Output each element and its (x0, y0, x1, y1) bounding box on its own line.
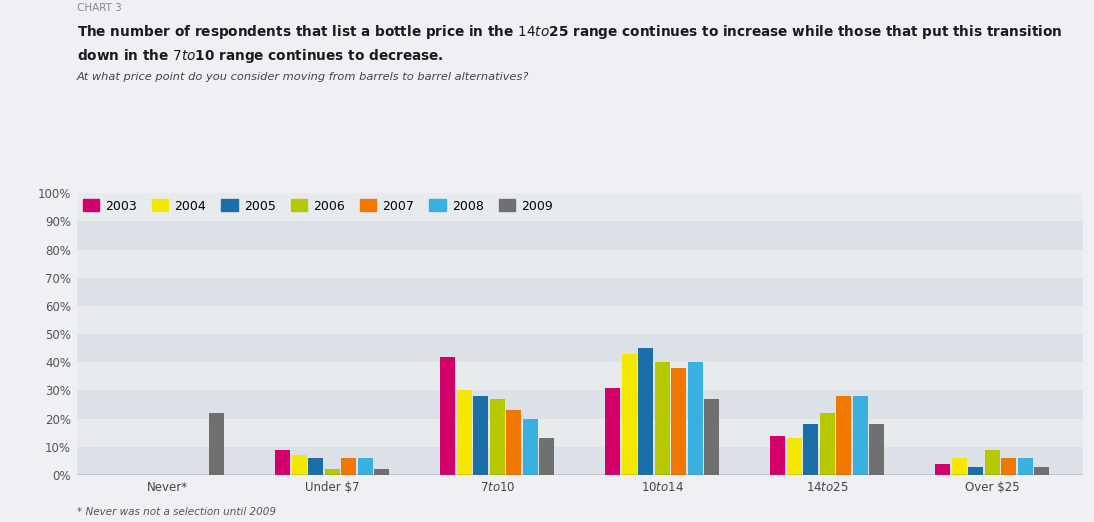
Bar (341, 458, 357, 475)
Bar (952, 458, 967, 475)
Bar (837, 396, 851, 475)
Bar (77, 362, 1083, 390)
Bar (77, 390, 1083, 419)
Bar (621, 354, 637, 475)
Bar (655, 362, 670, 475)
Bar (985, 449, 1000, 475)
Bar (672, 368, 686, 475)
Bar (853, 396, 868, 475)
Bar (325, 469, 340, 475)
Bar (1035, 467, 1049, 475)
Bar (1017, 458, 1033, 475)
Bar (276, 449, 290, 475)
Bar (968, 467, 984, 475)
Bar (77, 278, 1083, 306)
Bar (474, 396, 488, 475)
Bar (1001, 458, 1016, 475)
Bar (77, 306, 1083, 334)
Bar (770, 435, 785, 475)
Bar (523, 419, 538, 475)
Bar (705, 399, 719, 475)
Bar (688, 362, 702, 475)
Legend: 2003, 2004, 2005, 2006, 2007, 2008, 2009: 2003, 2004, 2005, 2006, 2007, 2008, 2009 (83, 199, 552, 212)
Bar (358, 458, 373, 475)
Bar (77, 419, 1083, 447)
Bar (77, 221, 1083, 250)
Bar (490, 399, 504, 475)
Bar (605, 388, 620, 475)
Bar (441, 357, 455, 475)
Bar (539, 438, 555, 475)
Bar (935, 464, 951, 475)
Bar (803, 424, 818, 475)
Bar (787, 438, 802, 475)
Bar (457, 390, 472, 475)
Text: At what price point do you consider moving from barrels to barrel alternatives?: At what price point do you consider movi… (77, 72, 529, 82)
Bar (507, 410, 521, 475)
Bar (77, 193, 1083, 221)
Bar (309, 458, 323, 475)
Bar (639, 348, 653, 475)
Bar (870, 424, 884, 475)
Text: down in the $7 to $10 range continues to decrease.: down in the $7 to $10 range continues to… (77, 47, 443, 65)
Text: CHART 3: CHART 3 (77, 3, 121, 13)
Text: The number of respondents that list a bottle price in the $14 to $25 range conti: The number of respondents that list a bo… (77, 23, 1062, 41)
Bar (77, 447, 1083, 475)
Bar (209, 413, 224, 475)
Bar (374, 469, 389, 475)
Bar (77, 250, 1083, 278)
Text: * Never was not a selection until 2009: * Never was not a selection until 2009 (77, 507, 276, 517)
Bar (292, 455, 306, 475)
Bar (819, 413, 835, 475)
Bar (77, 334, 1083, 362)
